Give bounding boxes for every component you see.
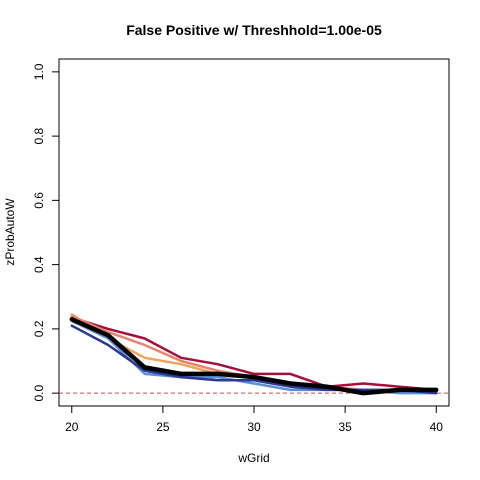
- y-axis-label: zProbAutoW: [3, 198, 17, 266]
- x-tick-label: 20: [65, 420, 79, 434]
- y-tick-label: 1.0: [32, 63, 46, 80]
- x-axis: 20 25 30 35 40: [65, 405, 444, 434]
- x-axis-label: wGrid: [237, 451, 269, 465]
- plot-area-border: [58, 58, 450, 407]
- series-layer: [69, 313, 439, 396]
- y-tick-label: 0.8: [32, 127, 46, 144]
- x-tick-label: 30: [247, 420, 261, 434]
- chart-title: False Positive w/ Threshhold=1.00e-05: [126, 22, 382, 38]
- x-tick-label: 25: [156, 420, 170, 434]
- series-line-1: [70, 316, 438, 392]
- series-line-6: [69, 317, 439, 396]
- y-tick-label: 0.0: [32, 384, 46, 401]
- x-tick-label: 40: [430, 420, 444, 434]
- y-tick-label: 0.6: [32, 192, 46, 209]
- x-tick-label: 35: [338, 420, 352, 434]
- y-axis: 0.0 0.2 0.4 0.6 0.8 1.0: [32, 63, 60, 401]
- y-tick-label: 0.4: [32, 256, 46, 273]
- y-tick-label: 0.2: [32, 320, 46, 337]
